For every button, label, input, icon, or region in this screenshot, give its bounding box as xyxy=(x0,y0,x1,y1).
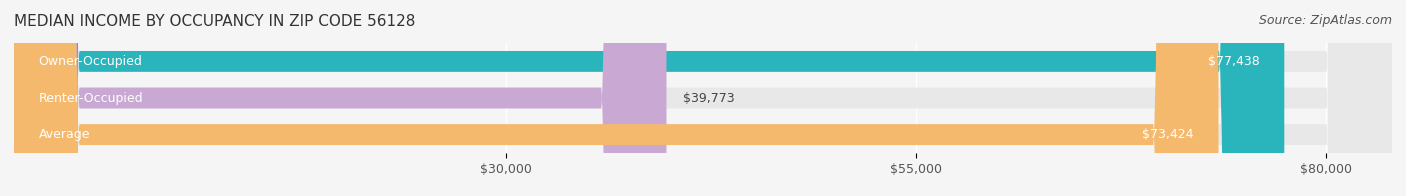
Text: MEDIAN INCOME BY OCCUPANCY IN ZIP CODE 56128: MEDIAN INCOME BY OCCUPANCY IN ZIP CODE 5… xyxy=(14,14,415,29)
Text: Renter-Occupied: Renter-Occupied xyxy=(39,92,143,104)
Text: $39,773: $39,773 xyxy=(683,92,734,104)
Text: Average: Average xyxy=(39,128,90,141)
FancyBboxPatch shape xyxy=(14,0,1392,196)
FancyBboxPatch shape xyxy=(14,0,1392,196)
FancyBboxPatch shape xyxy=(14,0,1284,196)
FancyBboxPatch shape xyxy=(14,0,666,196)
Text: $77,438: $77,438 xyxy=(1208,55,1260,68)
Text: Source: ZipAtlas.com: Source: ZipAtlas.com xyxy=(1258,14,1392,27)
FancyBboxPatch shape xyxy=(14,0,1392,196)
Text: $73,424: $73,424 xyxy=(1142,128,1194,141)
FancyBboxPatch shape xyxy=(14,0,1219,196)
Text: Owner-Occupied: Owner-Occupied xyxy=(39,55,142,68)
